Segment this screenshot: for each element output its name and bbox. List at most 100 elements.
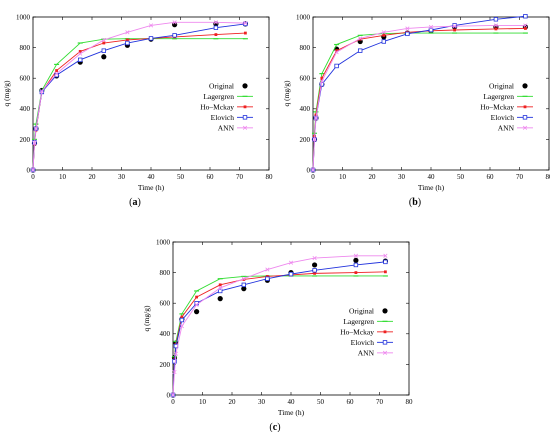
x-tick-label: 30 [258,398,266,406]
series-point [523,14,528,19]
legend-label: ANN [358,348,375,357]
series-point [242,278,246,281]
x-tick-label: 70 [236,173,244,181]
series-point [334,50,339,55]
series-point [78,51,83,56]
x-tick-label: 0 [171,398,175,406]
series-point [493,17,499,22]
series-point [101,48,106,53]
x-tick-label: 60 [207,173,215,181]
legend-symbol [522,115,528,120]
series-point [453,28,456,32]
x-axis-title: Time (h) [278,408,305,417]
series-point [101,37,106,43]
series-ann [310,23,528,173]
legend-label: Ho–Mckay [340,327,374,336]
y-tick-label: 200 [160,361,171,369]
panel-caption: (c) [269,422,280,432]
x-tick-label: 80 [546,173,550,181]
legend-label: Lagergren [343,317,374,326]
y-axis-title: q (mg/g) [282,80,291,107]
y-tick-label: 400 [160,330,171,338]
x-tick-label: 70 [376,398,384,406]
y-axis-title: q (mg/g) [142,305,151,332]
series-point [195,295,198,299]
y-tick-label: 1000 [156,238,171,246]
series-point [452,24,457,29]
series-point [383,259,388,265]
series-point [288,260,294,265]
series-point [493,23,498,28]
series-point [265,276,270,281]
x-tick-label: 10 [339,173,347,181]
series-point [319,79,324,84]
series-point [382,33,386,37]
legend-label: Original [209,81,234,90]
series-point [313,271,316,275]
series-point [381,39,386,44]
series-point [405,26,410,31]
panel-caption: (b) [409,197,421,208]
series-point [170,392,176,398]
series-point [334,63,339,69]
series-point [244,31,247,35]
legend-label: Ho–Mckay [200,102,234,111]
series-point [428,27,434,33]
series-ann [170,253,388,398]
data-point [353,257,359,263]
x-tick-label: 50 [317,398,325,406]
series-point [354,271,358,274]
data-point [241,286,247,292]
y-tick-label: 0 [167,391,171,399]
x-tick-label: 20 [229,398,237,406]
series-point [148,23,154,28]
x-tick-label: 60 [487,173,495,181]
series-point [125,40,130,46]
series-point [312,137,317,142]
series-point [381,30,386,35]
series-point [313,115,319,121]
x-tick-label: 60 [347,398,355,406]
series-point [312,268,317,273]
series-point [126,38,129,42]
y-tick-label: 800 [20,44,31,52]
y-tick-label: 600 [300,75,311,83]
series-point [217,288,223,294]
series-point [30,167,36,173]
series-line [312,24,526,171]
series-point [172,369,177,375]
series-point [288,271,294,277]
x-tick-label: 20 [89,173,97,181]
series-point [213,25,219,30]
y-tick-label: 0 [307,166,311,174]
series-point [180,315,184,319]
series-point [243,21,248,26]
y-tick-label: 200 [300,136,311,144]
series-point [172,33,177,38]
series-point [265,267,270,272]
y-tick-label: 400 [300,105,311,113]
x-tick-label: 50 [177,173,185,181]
legend-symbol [522,125,528,130]
series-point [33,126,39,131]
series-point [172,359,177,364]
legend-symbol [383,330,387,334]
x-axis-title: Time (h) [138,183,165,192]
series-point [524,27,527,30]
series-line [172,255,386,396]
x-tick-label: 30 [398,173,406,181]
x-tick-label: 10 [199,398,207,406]
y-tick-label: 1000 [296,13,311,21]
series-point [39,89,44,94]
legend-label: Elovich [491,113,515,122]
series-point [148,36,154,41]
series-point [54,71,59,76]
legend-label: Original [349,306,374,315]
series-point [314,113,318,117]
series-line [172,261,386,396]
